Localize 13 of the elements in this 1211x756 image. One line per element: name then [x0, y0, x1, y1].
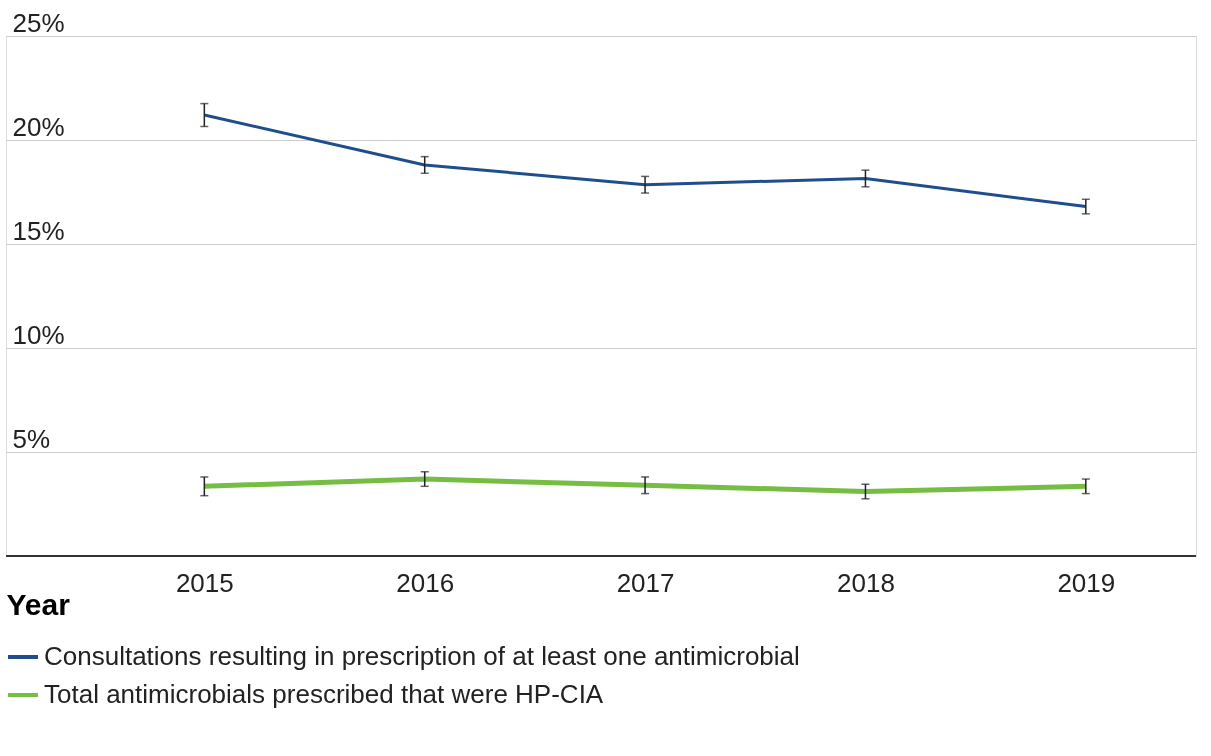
y-tick-label: 10% — [12, 319, 65, 350]
y-tick-label: 15% — [12, 215, 65, 246]
y-tick-label: 20% — [12, 111, 65, 142]
y-tick-label: 5% — [12, 423, 51, 454]
x-tick-label: 2015 — [175, 567, 234, 598]
x-tick-label: 2017 — [616, 567, 675, 598]
legend-label: Consultations resulting in prescription of at least one antimicrobial — [44, 641, 800, 671]
x-tick-label: 2019 — [1057, 567, 1116, 598]
x-tick-label: 2018 — [837, 567, 895, 598]
legend-label: Total antimicrobials prescribed that were HP-CIA — [44, 679, 604, 709]
x-axis-title: Year — [6, 587, 71, 621]
y-tick-label: 25% — [12, 7, 65, 38]
x-tick-label: 2016 — [396, 567, 455, 598]
